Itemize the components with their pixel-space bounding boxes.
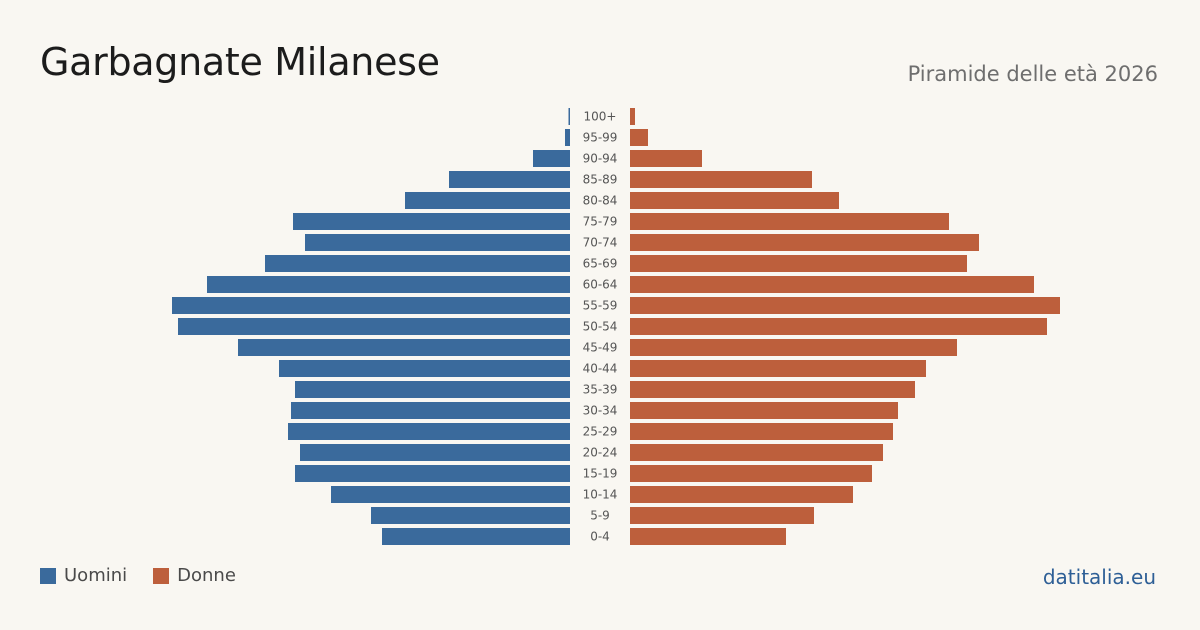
bar-men-40-44	[279, 360, 570, 377]
age-label-20-24: 20-24	[583, 446, 618, 460]
bar-women-50-54	[630, 318, 1047, 335]
age-label-0-4: 0-4	[590, 530, 610, 544]
bar-men-30-34	[291, 402, 570, 419]
bar-men-80-84	[405, 192, 570, 209]
bar-women-70-74	[630, 234, 979, 251]
bar-women-0-4	[630, 528, 786, 545]
bar-women-25-29	[630, 423, 893, 440]
bar-men-35-39	[295, 381, 570, 398]
bar-women-65-69	[630, 255, 967, 272]
bar-men-50-54	[178, 318, 570, 335]
bar-men-10-14	[331, 486, 570, 503]
age-label-50-54: 50-54	[583, 320, 618, 334]
age-label-40-44: 40-44	[583, 362, 618, 376]
bar-women-85-89	[630, 171, 812, 188]
bar-women-40-44	[630, 360, 926, 377]
bar-women-80-84	[630, 192, 839, 209]
age-label-90-94: 90-94	[583, 152, 618, 166]
age-label-100plus: 100+	[584, 110, 617, 124]
bar-men-15-19	[295, 465, 570, 482]
bar-women-100plus	[630, 108, 635, 125]
bar-women-35-39	[630, 381, 915, 398]
bar-women-30-34	[630, 402, 898, 419]
bar-men-65-69	[265, 255, 570, 272]
bar-women-45-49	[630, 339, 957, 356]
age-label-30-34: 30-34	[583, 404, 618, 418]
bar-women-75-79	[630, 213, 949, 230]
bar-men-90-94	[533, 150, 570, 167]
bar-men-100plus	[568, 108, 570, 125]
age-label-85-89: 85-89	[583, 173, 618, 187]
bar-men-55-59	[172, 297, 570, 314]
age-label-55-59: 55-59	[583, 299, 618, 313]
bar-men-60-64	[207, 276, 570, 293]
bar-men-85-89	[449, 171, 570, 188]
bar-women-90-94	[630, 150, 702, 167]
age-label-25-29: 25-29	[583, 425, 618, 439]
bar-women-5-9	[630, 507, 814, 524]
bar-men-0-4	[382, 528, 570, 545]
legend-item-men: Uomini	[40, 565, 127, 586]
bar-women-55-59	[630, 297, 1060, 314]
age-label-70-74: 70-74	[583, 236, 618, 250]
bar-men-20-24	[300, 444, 570, 461]
legend-swatch-women	[153, 567, 170, 584]
age-label-35-39: 35-39	[583, 383, 618, 397]
age-label-75-79: 75-79	[583, 215, 618, 229]
age-label-45-49: 45-49	[583, 341, 618, 355]
bar-men-45-49	[238, 339, 570, 356]
age-label-5-9: 5-9	[590, 509, 610, 523]
age-label-95-99: 95-99	[583, 131, 618, 145]
legend-item-women: Donne	[153, 565, 236, 586]
bar-women-10-14	[630, 486, 853, 503]
age-label-80-84: 80-84	[583, 194, 618, 208]
source-link[interactable]: datitalia.eu	[1042, 565, 1156, 589]
age-label-10-14: 10-14	[583, 488, 618, 502]
chart-subtitle: Piramide delle età 2026	[907, 62, 1158, 86]
bar-men-70-74	[305, 234, 570, 251]
bar-men-95-99	[565, 129, 570, 146]
bar-women-15-19	[630, 465, 872, 482]
legend-label-women: Donne	[177, 565, 236, 586]
bar-women-60-64	[630, 276, 1034, 293]
bar-women-95-99	[630, 129, 648, 146]
page-title: Garbagnate Milanese	[40, 40, 440, 84]
legend-label-men: Uomini	[64, 565, 128, 586]
age-label-65-69: 65-69	[583, 257, 618, 271]
bar-women-20-24	[630, 444, 883, 461]
bar-men-75-79	[293, 213, 570, 230]
age-label-60-64: 60-64	[583, 278, 618, 292]
bar-men-5-9	[371, 507, 570, 524]
age-label-15-19: 15-19	[583, 467, 618, 481]
legend: Uomini Donne	[40, 565, 262, 586]
legend-swatch-men	[40, 567, 56, 584]
bar-men-25-29	[288, 423, 570, 440]
